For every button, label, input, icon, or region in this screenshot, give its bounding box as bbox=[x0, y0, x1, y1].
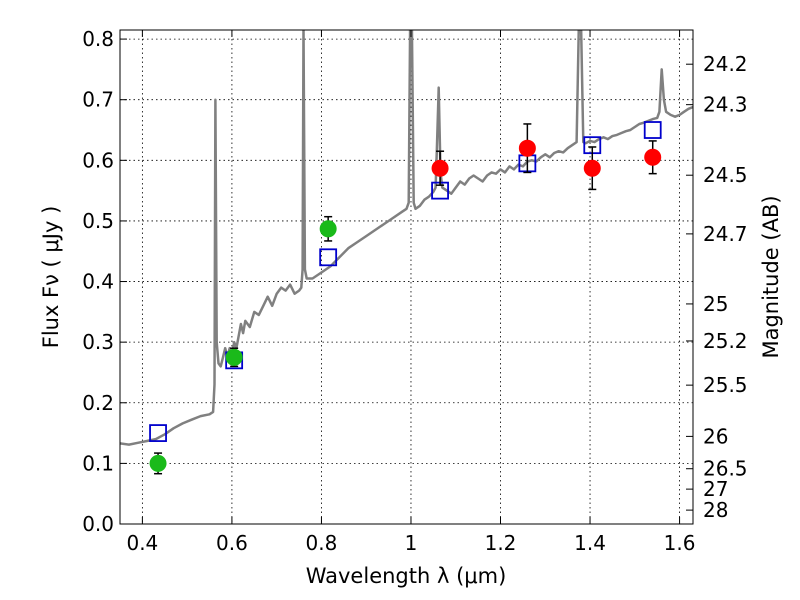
spectrum-line bbox=[120, 30, 693, 446]
y-tick-label: 0.2 bbox=[82, 391, 114, 415]
x-tick-label: 1 bbox=[405, 531, 418, 555]
observed-point bbox=[644, 148, 662, 166]
y-tick-label: 0.0 bbox=[82, 512, 114, 536]
x-tick-label: 0.8 bbox=[306, 531, 338, 555]
axis-ticks bbox=[120, 30, 693, 525]
magnitude-tick-label: 24.5 bbox=[703, 163, 748, 187]
x-tick-label: 1.4 bbox=[574, 531, 606, 555]
y-tick-label: 0.3 bbox=[82, 330, 114, 354]
model-square-marker bbox=[149, 424, 167, 442]
model-square-marker bbox=[643, 121, 662, 139]
magnitude-tick-label: 24.2 bbox=[703, 52, 748, 76]
y-tick-labels: 0.0 0.1 0.2 0.3 0.4 0.5 0.6 0.7 0.8 bbox=[82, 27, 114, 536]
magnitude-tick-label: 25.5 bbox=[703, 373, 748, 397]
y-tick-label: 0.1 bbox=[82, 451, 114, 475]
y-tick-label: 0.7 bbox=[82, 88, 114, 112]
y-axis-label: Flux Fν ( μJy ) bbox=[39, 206, 63, 349]
observed-point bbox=[431, 159, 449, 177]
y-tick-label: 0.5 bbox=[82, 209, 114, 233]
magnitude-tick-label: 26.5 bbox=[703, 457, 748, 481]
observed-photometry-points bbox=[149, 123, 662, 475]
model-photometry-squares bbox=[149, 121, 662, 442]
observed-point bbox=[319, 220, 337, 238]
plot-frame bbox=[119, 29, 694, 525]
y-tick-label: 0.8 bbox=[82, 27, 114, 51]
observed-point bbox=[518, 139, 536, 157]
x-tick-label: 1.2 bbox=[485, 531, 517, 555]
y-axis-label-right: Magnitude (AB) bbox=[759, 195, 783, 358]
magnitude-tick-label: 26 bbox=[703, 424, 728, 448]
y-tick-label: 0.6 bbox=[82, 148, 114, 172]
x-tick-label: 0.4 bbox=[126, 531, 158, 555]
magnitude-tick-label: 24.7 bbox=[703, 222, 748, 246]
x-tick-labels: 0.4 0.6 0.8 1 1.2 1.4 1.6 bbox=[126, 531, 695, 555]
x-tick-label: 1.6 bbox=[664, 531, 696, 555]
magnitude-tick-label: 25 bbox=[703, 292, 728, 316]
magnitude-tick-label: 27 bbox=[703, 477, 728, 501]
x-tick-label: 0.6 bbox=[216, 531, 248, 555]
y-tick-label: 0.4 bbox=[82, 270, 114, 294]
model-square-marker bbox=[319, 248, 338, 267]
grid-lines bbox=[120, 30, 693, 525]
observed-point bbox=[225, 348, 243, 366]
magnitude-tick-label: 24.3 bbox=[703, 93, 748, 117]
observed-point bbox=[149, 454, 167, 472]
magnitude-tick-label: 28 bbox=[703, 498, 728, 522]
magnitude-tick-label: 25.2 bbox=[703, 329, 748, 353]
observed-point bbox=[583, 159, 601, 177]
x-axis-label: Wavelength λ (μm) bbox=[306, 564, 507, 588]
